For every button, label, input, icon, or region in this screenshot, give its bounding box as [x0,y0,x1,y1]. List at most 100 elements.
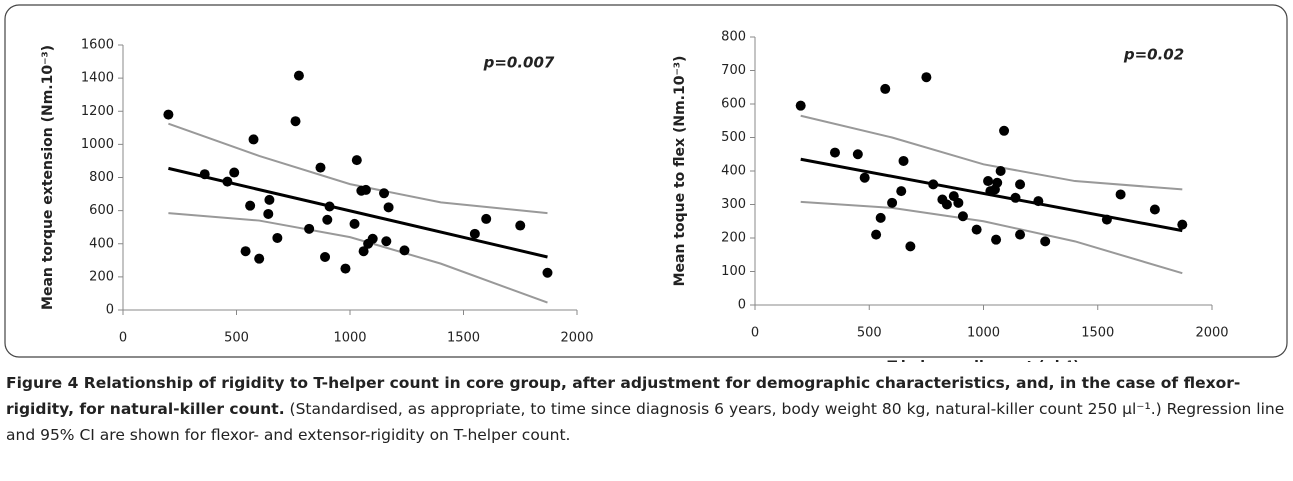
point [1177,219,1188,230]
point [999,125,1010,136]
point [1010,192,1021,203]
point [859,172,870,183]
point [852,149,863,160]
caption: Figure 4 Relationship of rigidity to T-h… [6,370,1288,448]
point [991,234,1002,245]
point [887,197,898,208]
point [971,224,982,235]
y-tick-label: 300 [721,197,746,212]
y-tick-label: 1600 [81,38,114,53]
point [880,83,891,94]
point [245,200,256,211]
point [264,194,275,205]
point [272,232,283,243]
y-tick-label: 200 [89,269,114,284]
x-axis-title: T-helper cell count (µl⁻¹) [888,359,1080,362]
point [290,116,301,127]
ci-lower-line [168,212,548,304]
y-tick-label: 0 [106,303,114,318]
y-tick-label: 1000 [81,137,114,152]
point [320,252,331,262]
point [515,220,526,231]
point [921,72,932,83]
x-tick-label: 1500 [447,331,480,346]
point [829,147,840,158]
y-tick-label: 600 [89,203,114,218]
point [199,169,210,180]
point [1033,196,1044,207]
point [351,155,362,166]
point [222,176,233,187]
y-tick-label: 200 [721,231,746,246]
y-tick-label: 600 [721,97,746,112]
point [349,218,360,229]
point [315,162,326,173]
y-axis-title: Mean toque to flex (Nm.10⁻³) [672,56,688,287]
y-tick-label: 0 [738,298,746,313]
point [340,263,351,274]
point [928,179,939,190]
y-tick-label: 400 [721,164,746,179]
point [481,213,492,224]
point [1015,229,1026,240]
point [1101,214,1112,225]
point [322,214,333,225]
point [1149,204,1160,215]
point [469,228,480,239]
point [367,233,378,244]
ci-upper-line [800,114,1183,191]
x-tick-label: 0 [751,326,759,341]
x-tick-label: 0 [119,331,127,346]
x-tick-label: 1000 [967,326,1000,341]
x-tick-label: 500 [857,326,882,341]
point [383,202,394,213]
annotation: p=0.02 [1123,46,1184,64]
point [304,223,315,234]
y-tick-label: 800 [721,30,746,45]
x-tick-label: 1000 [333,331,366,346]
point [358,246,369,257]
y-tick-label: 800 [89,170,114,185]
point [898,155,909,166]
point [941,199,952,210]
point [957,211,968,222]
point [379,188,390,199]
point [1040,236,1051,247]
point [248,134,259,145]
figure-frame [4,4,1288,358]
point [324,201,335,212]
point [1115,189,1126,200]
x-tick-label: 500 [224,331,249,346]
point [381,236,392,247]
point [293,70,304,81]
point [953,197,964,208]
y-tick-label: 500 [721,130,746,145]
caption-text: (Standardised, as appropriate, to time s… [6,400,1285,444]
y-tick-label: 1200 [81,104,114,119]
point [1015,179,1026,190]
point [871,229,882,240]
point [896,186,907,197]
point [163,109,174,120]
ci-upper-line [168,122,548,215]
ci-lower-line [800,200,1183,275]
point [399,245,410,256]
y-tick-label: 1400 [81,71,114,86]
point [795,100,806,111]
point [263,208,274,219]
annotation: p=0.007 [483,54,555,72]
point [360,184,371,195]
y-tick-label: 700 [721,63,746,78]
point [905,241,916,252]
y-tick-label: 100 [721,264,746,279]
point [240,246,251,257]
x-tick-label: 1500 [1081,326,1114,341]
point [542,267,553,278]
point [254,253,265,264]
caption-title: Figure 4 Relationship of rigidity to T-h… [6,374,1241,418]
y-tick-label: 400 [89,236,114,251]
y-axis-title: Mean torque extension (Nm.10⁻³) [40,45,56,310]
x-tick-label: 2000 [560,331,593,346]
